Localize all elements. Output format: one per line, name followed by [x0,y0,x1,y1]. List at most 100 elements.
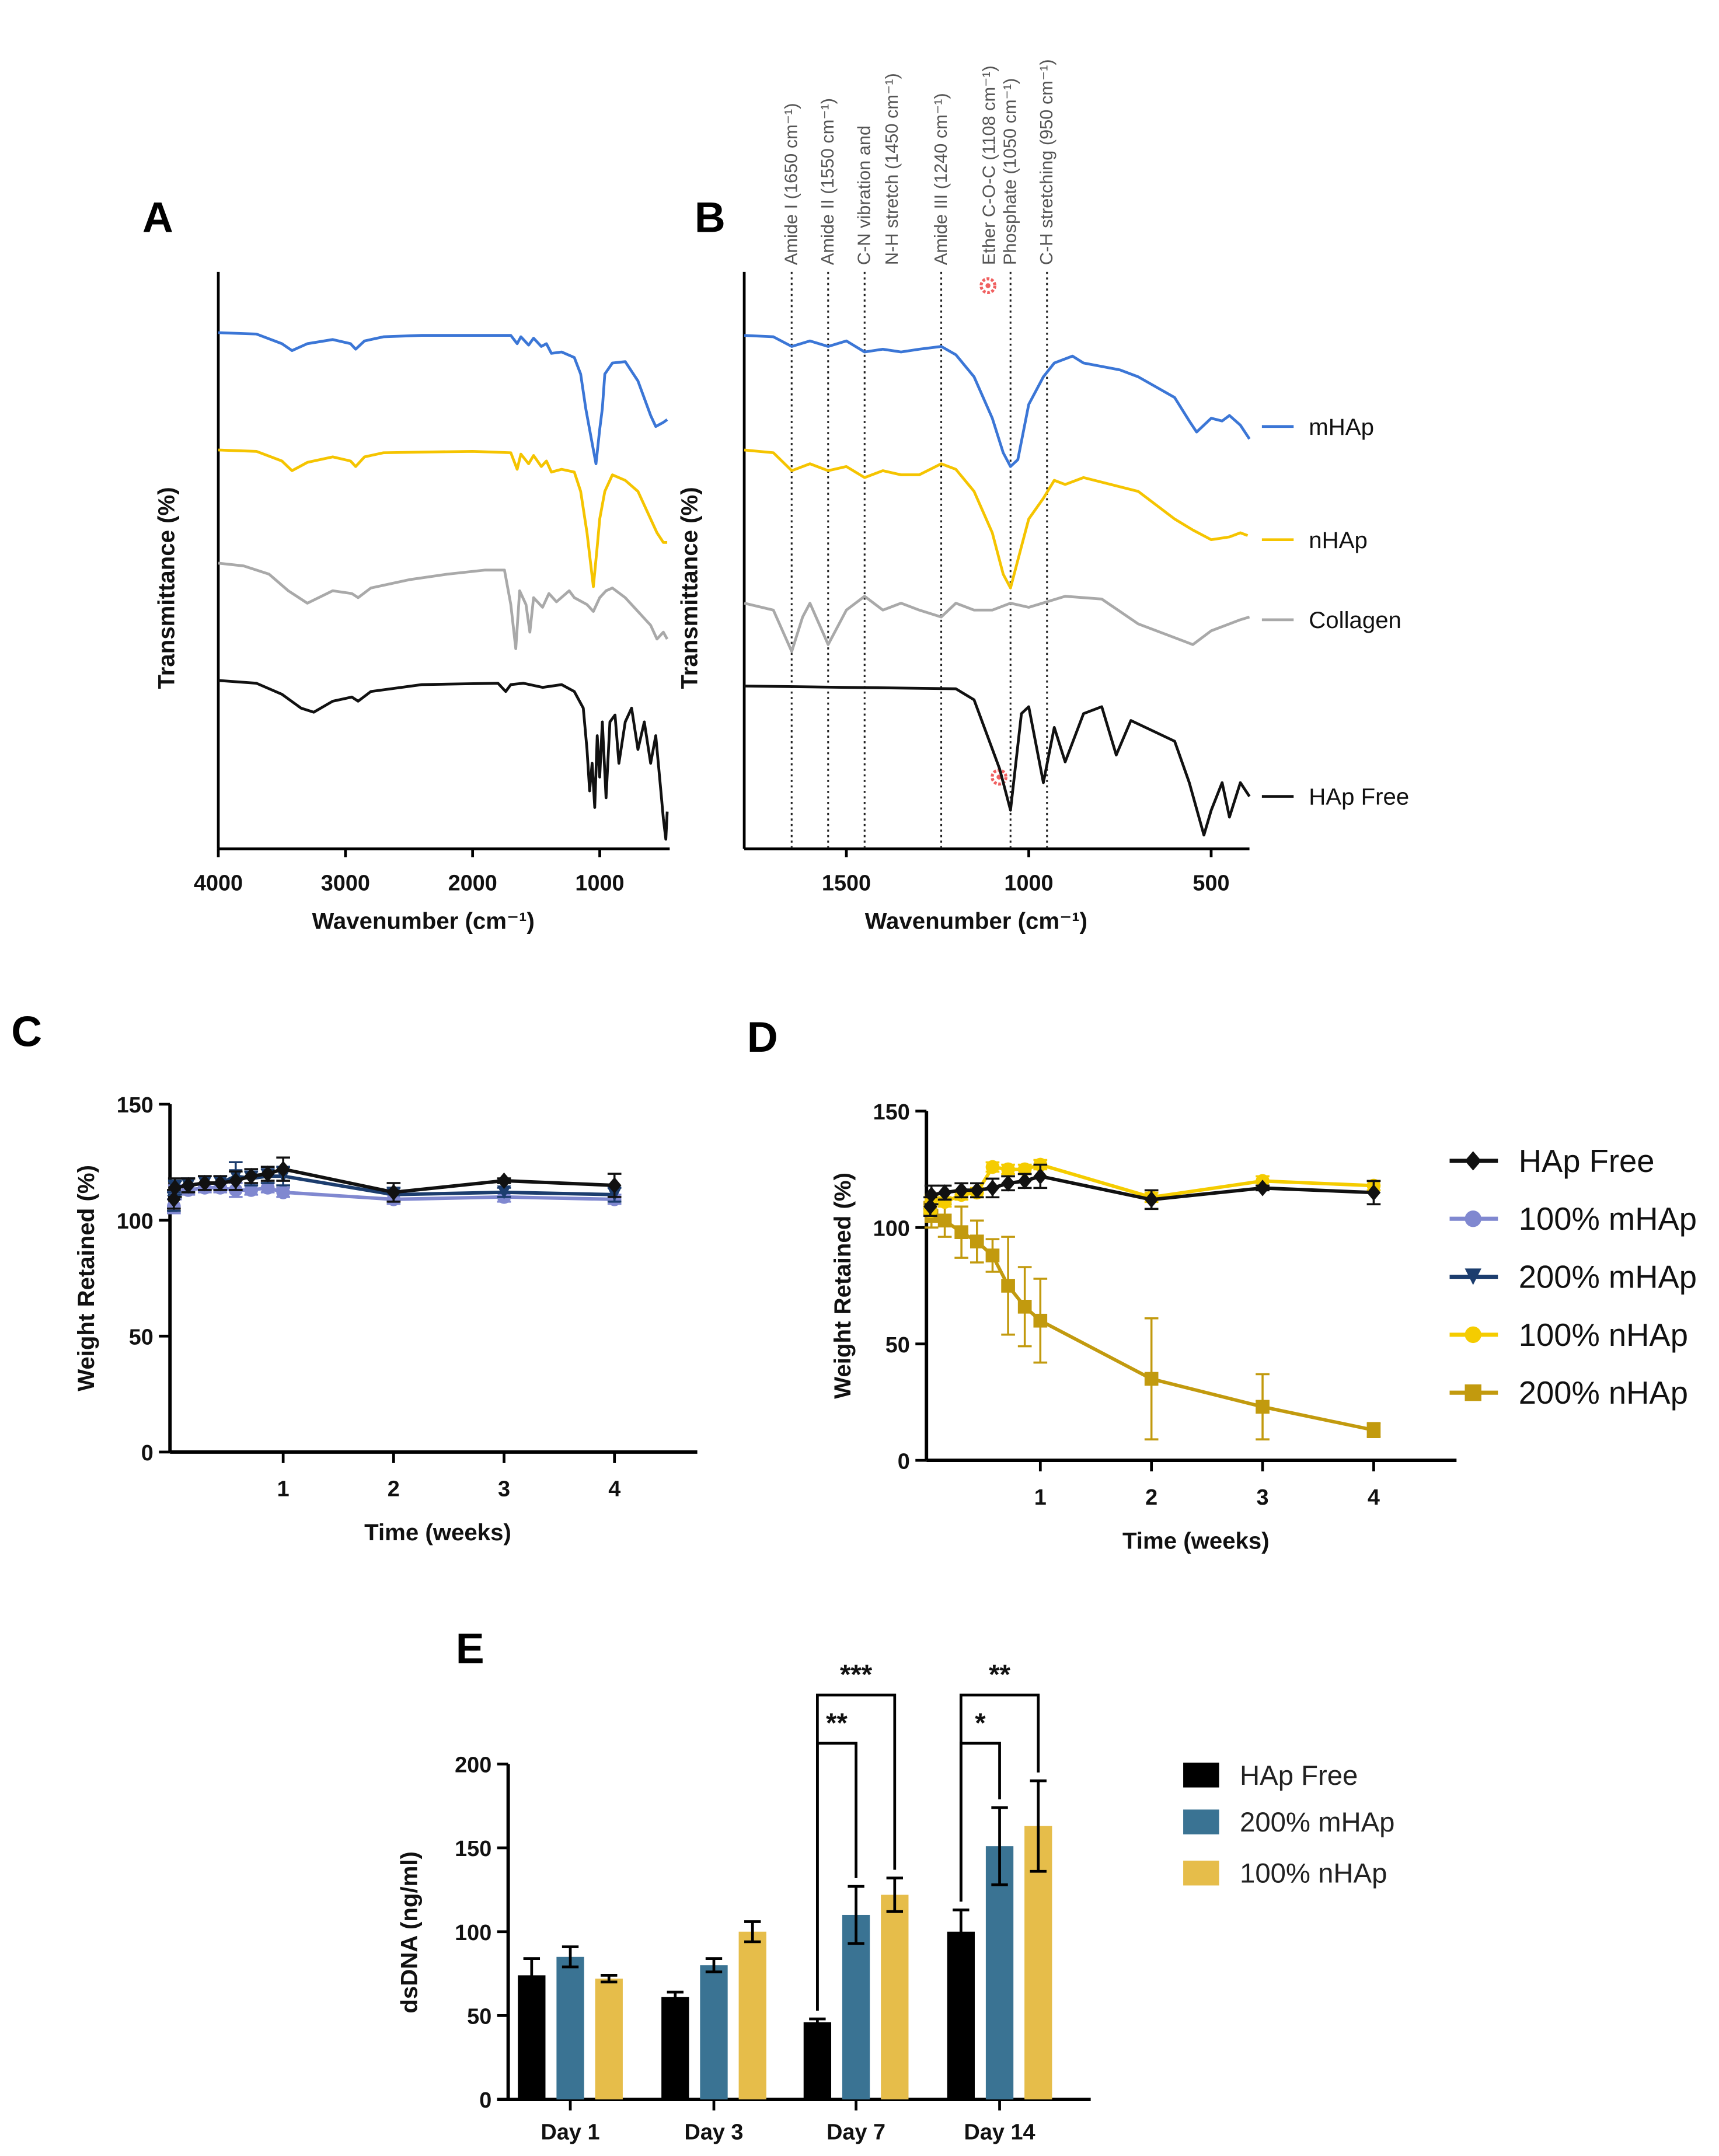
y-tick-label: 50 [885,1333,910,1358]
x-tick-label: 1500 [822,871,871,895]
data-point [1001,1279,1015,1293]
y-tick-label: 0 [479,2088,491,2113]
data-point [213,1174,228,1192]
data-point [1017,1173,1032,1189]
data-point [1366,1423,1381,1438]
legend-label: 100% nHAp [1240,1858,1387,1889]
legend-label: nHAp [1309,527,1368,553]
y-axis-title: Weight Retained (%) [829,1173,856,1399]
series-hap-free [923,1163,1381,1217]
y-tick-label: 150 [117,1093,154,1118]
x-axis-title: Wavenumber (cm⁻¹) [865,908,1087,934]
series-200-nhap [923,1201,1381,1440]
bar [842,1914,870,2100]
significance-stars: ** [989,1659,1010,1690]
x-tick-label: Day 7 [827,2120,885,2145]
data-point [1144,1372,1159,1386]
data-point [970,1182,984,1199]
y-tick-label: 0 [141,1441,154,1466]
spectrum-line-nhap [744,448,1249,589]
x-tick-label: 4000 [194,871,243,895]
annotation-label: Amide II (1550 cm⁻¹) [817,98,838,265]
legend-marker [1465,1384,1481,1401]
panel-label-b: B [695,193,726,241]
data-point [937,1184,952,1201]
spectrum-line-mhap [218,331,668,465]
legend-label: 200% nHAp [1519,1375,1688,1411]
annotation-label: Amide III (1240 cm⁻¹) [930,93,951,265]
x-axis-title: Time (weeks) [1122,1527,1270,1554]
legend: HAp Free 100% mHAp 200% mHAp 100% nHAp 200% … [1449,1143,1697,1411]
data-point [1017,1299,1032,1314]
legend-label: HAp Free [1240,1760,1358,1791]
annotation-label: Ether C-O-C (1108 cm⁻¹) [978,65,999,265]
data-point [197,1174,212,1192]
bar [518,1975,546,2100]
data-point [1256,1400,1270,1414]
series-hap-free [167,1156,622,1210]
panel-b-ftir-zoom-chart: 1500 1000 500 Wavenumber (cm⁻¹) Transmittanc… [677,59,1410,934]
annotation-label: Phosphate (1050 cm⁻¹) [1000,78,1020,265]
x-axis-title: Wavenumber (cm⁻¹) [312,908,534,934]
x-tick-label: 2000 [448,871,497,895]
legend-label: HAp Free [1309,784,1409,810]
legend-item: 100% mHAp [1449,1201,1697,1237]
data-point [168,1179,182,1196]
bar [556,1956,584,2100]
x-tick-label: Day 1 [541,2120,600,2145]
y-tick-label: 150 [873,1100,910,1125]
data-point [276,1185,290,1199]
y-axis-title: dsDNA (ng/ml) [396,1851,423,2014]
y-tick-label: 50 [129,1325,154,1349]
bar [738,1931,766,2100]
x-tick-label: 500 [1193,871,1229,895]
data-point [1033,1313,1048,1328]
bar [803,2022,832,2100]
legend-label: HAp Free [1519,1143,1655,1179]
x-tick-label: 2 [1145,1485,1157,1510]
legend-label: mHAp [1309,414,1374,440]
data-point [954,1225,968,1240]
x-tick-label: 1 [277,1477,290,1502]
y-tick-label: 100 [873,1216,910,1241]
data-point [937,1213,952,1228]
legend-item: HAp Free [1449,1143,1655,1179]
spectrum-line-hap-free [218,679,669,841]
legend-label: 100% mHAp [1519,1201,1697,1237]
legend-label: Collagen [1309,607,1401,633]
spectrum-line-nhap [218,448,668,588]
gear-icon [979,277,997,294]
x-tick-label: 3 [498,1477,510,1502]
data-point [260,1181,275,1195]
series-100-nhap [595,1779,1052,2100]
legend-label: 100% nHAp [1519,1317,1688,1353]
y-axis-title: Transmittance (%) [153,487,179,689]
y-axis-title: Transmittance (%) [677,487,703,689]
significance-stars: *** [840,1659,873,1690]
series-hap-free [518,1908,975,2100]
x-tick-label: Day 14 [964,2120,1035,2145]
panel-d-degradation-chart: 0 50 100 150 1 2 3 4 Time (weeks) Weight Retained… [829,1100,1697,1554]
legend-swatch [1183,1860,1219,1886]
x-tick-label: 3000 [321,871,370,895]
legend-label: 200% mHAp [1240,1807,1394,1838]
data-point [1033,1168,1048,1185]
y-axis-title: Weight Retained (%) [73,1165,99,1391]
spectrum-line-collagen [744,595,1250,653]
y-tick-label: 200 [455,1753,491,1778]
data-point [260,1165,275,1182]
data-point [924,1187,939,1203]
bar [881,1895,909,2100]
bar [947,1931,975,2100]
significance-bracket [816,1693,897,2011]
x-tick-label: 4 [1368,1485,1380,1510]
x-axis-title: Time (weeks) [364,1519,511,1546]
data-point [1017,1162,1032,1177]
bar [595,1979,623,2100]
spectrum-line-collagen [218,561,669,650]
x-tick-label: 4 [608,1477,620,1502]
data-point [244,1167,259,1185]
data-point [970,1234,984,1248]
data-point [954,1182,968,1199]
y-tick-label: 50 [467,2005,491,2029]
